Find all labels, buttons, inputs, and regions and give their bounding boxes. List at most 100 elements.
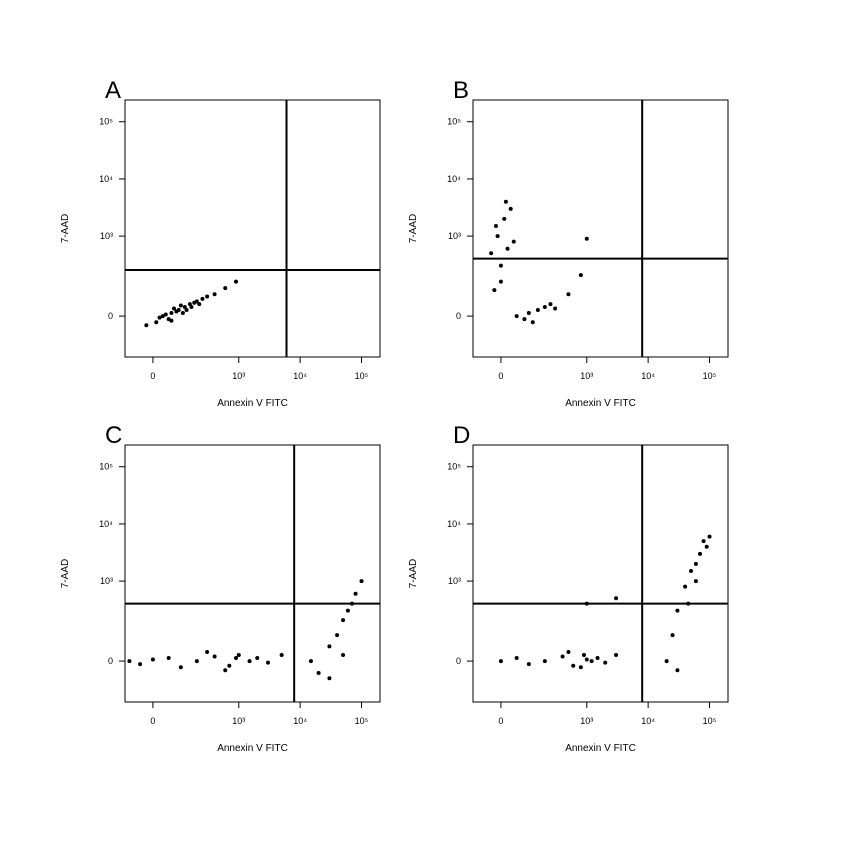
y-axis-label: 7-AAD	[408, 214, 419, 243]
y-axis-label: 7-AAD	[60, 559, 71, 588]
event-dot	[670, 633, 675, 638]
x-tick-label: 0	[498, 371, 503, 381]
event-dot	[560, 654, 565, 659]
x-axis-label: Annexin V FITC	[217, 398, 288, 409]
event-dot	[169, 318, 174, 323]
y-tick-label: 0	[108, 311, 113, 321]
event-dot	[514, 314, 519, 319]
event-dot	[341, 652, 346, 657]
x-tick-label: 10⁴	[641, 371, 655, 381]
event-dot	[184, 307, 189, 312]
event-dot	[675, 608, 680, 613]
event-dot	[223, 668, 228, 673]
x-axis-label: Annexin V FITC	[565, 743, 636, 754]
event-dot	[169, 310, 174, 315]
event-dot	[236, 652, 241, 657]
event-dot	[144, 323, 149, 328]
y-tick-label: 0	[456, 656, 461, 666]
event-dot	[163, 312, 168, 317]
panel-letter: D	[453, 422, 470, 449]
event-dot	[693, 579, 698, 584]
event-dot	[308, 659, 313, 664]
y-axis-label: 7-AAD	[60, 214, 71, 243]
event-dot	[316, 671, 321, 676]
plot-frame	[124, 99, 381, 358]
event-dot	[345, 608, 350, 613]
event-dot	[578, 273, 583, 278]
event-dot	[571, 663, 576, 668]
event-dot	[327, 676, 332, 681]
event-dot	[178, 303, 183, 308]
event-dot	[581, 652, 586, 657]
event-dot	[171, 306, 176, 311]
event-dot	[200, 296, 205, 301]
panel-letter: A	[105, 77, 121, 104]
x-tick-label: 0	[498, 716, 503, 726]
event-dot	[353, 591, 358, 596]
x-tick-label: 10³	[580, 716, 593, 726]
event-dot	[189, 304, 194, 309]
x-tick-label: 10³	[232, 371, 245, 381]
x-tick-label: 10⁴	[641, 716, 655, 726]
event-dot	[502, 216, 507, 221]
event-dot	[255, 655, 260, 660]
event-dot	[233, 655, 238, 660]
event-dot	[498, 263, 503, 268]
event-dot	[522, 317, 527, 322]
y-tick-label: 10⁴	[447, 519, 461, 529]
event-dot	[180, 310, 185, 315]
y-tick-label: 10⁵	[99, 117, 113, 127]
plot-frame	[472, 444, 729, 703]
event-dot	[489, 251, 494, 256]
event-dot	[584, 236, 589, 241]
event-dot	[205, 294, 210, 299]
event-dot	[492, 288, 497, 293]
event-dot	[584, 601, 589, 606]
event-dot	[212, 654, 217, 659]
y-tick-label: 10³	[100, 576, 113, 586]
event-dot	[160, 314, 165, 319]
x-tick-label: 10⁵	[703, 716, 717, 726]
event-dot	[166, 655, 171, 660]
x-tick-label: 10⁴	[293, 371, 307, 381]
event-dot	[182, 304, 187, 309]
event-dot	[327, 644, 332, 649]
y-tick-label: 10⁵	[99, 462, 113, 472]
plot-frame	[472, 99, 729, 358]
x-tick-label: 0	[150, 716, 155, 726]
event-dot	[493, 224, 498, 229]
y-tick-label: 10⁴	[99, 519, 113, 529]
event-dot	[526, 310, 531, 315]
event-dot	[707, 534, 712, 539]
event-dot	[508, 206, 513, 211]
event-dot	[157, 315, 162, 320]
x-tick-label: 10⁵	[703, 371, 717, 381]
event-dot	[503, 199, 508, 204]
y-tick-label: 10⁵	[447, 117, 461, 127]
event-dot	[335, 633, 340, 638]
event-dot	[247, 659, 252, 664]
event-dot	[359, 579, 364, 584]
event-dot	[178, 665, 183, 670]
y-tick-label: 10⁵	[447, 462, 461, 472]
event-dot	[505, 246, 510, 251]
x-tick-label: 10⁵	[355, 716, 369, 726]
event-dot	[205, 649, 210, 654]
event-dot	[566, 649, 571, 654]
panel-letter: B	[453, 77, 469, 104]
event-dot	[498, 659, 503, 664]
x-tick-label: 10³	[232, 716, 245, 726]
event-dot	[542, 659, 547, 664]
event-dot	[266, 660, 271, 665]
event-dot	[701, 539, 706, 544]
event-dot	[614, 652, 619, 657]
y-axis-label: 7-AAD	[408, 559, 419, 588]
panel-letter: C	[105, 422, 122, 449]
event-dot	[589, 659, 594, 664]
event-dot	[542, 304, 547, 309]
plot-frame	[124, 444, 381, 703]
event-dot	[603, 660, 608, 665]
event-dot	[350, 601, 355, 606]
event-dot	[526, 662, 531, 667]
